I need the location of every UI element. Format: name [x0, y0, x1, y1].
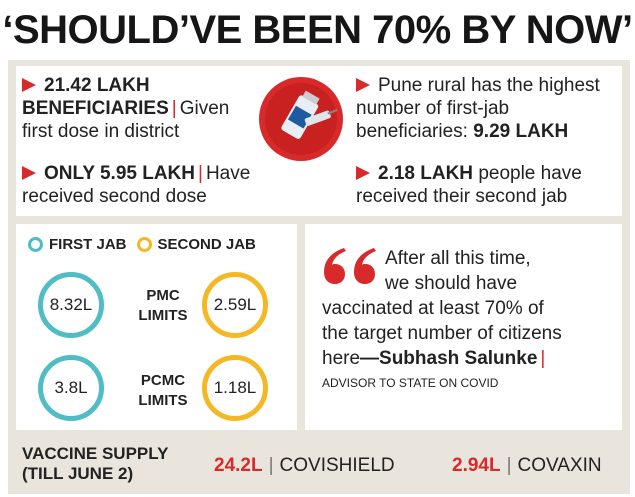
pmc-first-jab: 8.32L [38, 272, 104, 338]
quote-role: ADVISOR TO STATE ON COVID [322, 376, 499, 390]
red-arrow-icon [356, 78, 370, 92]
quote-mark-icon [324, 248, 376, 284]
vaccine-vial-icon [259, 77, 343, 161]
pmc-label: PMC LIMITS [138, 287, 188, 324]
red-arrow-icon [356, 166, 370, 180]
pcmc-first-jab: 3.8L [38, 355, 104, 421]
quote-author: —Subhash Salunke [360, 348, 538, 369]
red-arrow-icon [22, 166, 36, 180]
quote-line-1: After all this time, [385, 248, 531, 269]
pcmc-second-jab: 1.18L [202, 355, 268, 421]
stat-second-jab: 2.18 LAKH people have received their sec… [356, 163, 582, 207]
quote-line-5: here—Subhash Salunke | [322, 348, 546, 369]
stat-pune-rural: Pune rural has the highest number of fir… [356, 75, 600, 142]
first-jab-legend-icon [28, 237, 43, 252]
quote-box [305, 224, 622, 430]
red-arrow-icon [22, 78, 36, 92]
pmc-second-jab: 2.59L [202, 272, 268, 338]
pcmc-label: PCMC LIMITS [138, 372, 188, 409]
stat-first-dose: 21.42 LAKH BENEFICIARIES | Given first dos… [22, 75, 230, 142]
quote-line-2: we should have [385, 273, 518, 294]
covishield-supply: 24.2L | COVISHIELD [214, 455, 395, 476]
covaxin-supply: 2.94L | COVAXIN [452, 455, 602, 476]
second-jab-legend-icon [136, 237, 152, 252]
quote-line-4: the target number of citizens [322, 323, 562, 344]
supply-label: VACCINE SUPPLY (TILL JUNE 2) [22, 444, 169, 483]
quote-line-3: vaccinated at least 70% of [322, 298, 544, 319]
stat-second-dose: ONLY 5.95 LAKH | Have received second dose [22, 163, 251, 207]
headline: ‘SHOULD’VE BEEN 70% BY NOW’ [0, 0, 635, 60]
legend: FIRST JAB SECOND JAB [28, 236, 256, 253]
